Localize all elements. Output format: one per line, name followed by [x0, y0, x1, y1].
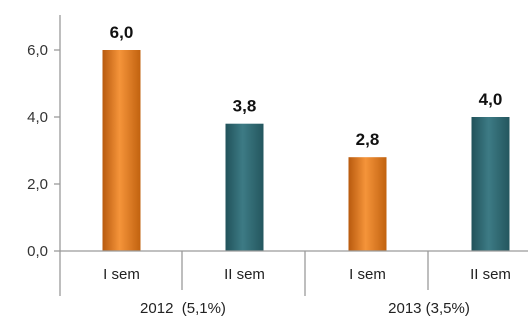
category-labels: I sem II sem I sem II sem — [103, 266, 511, 283]
bars — [102, 50, 510, 251]
data-label: 6,0 — [110, 23, 134, 42]
category-label: I sem — [349, 266, 386, 283]
data-labels: 6,0 3,8 2,8 4,0 — [110, 23, 503, 149]
y-tick-label: 2,0 — [27, 176, 48, 193]
y-axis: 0,0 2,0 4,0 6,0 — [27, 42, 60, 260]
group-labels: 2012 (5,1%) 2013 (3,5%) — [140, 300, 470, 317]
data-label: 3,8 — [233, 97, 257, 116]
category-label: II sem — [470, 266, 511, 283]
category-label: II sem — [224, 266, 265, 283]
category-label: I sem — [103, 266, 140, 283]
y-tick-label: 0,0 — [27, 243, 48, 260]
data-label: 2,8 — [356, 130, 380, 149]
bar — [225, 123, 264, 251]
bar — [102, 50, 141, 251]
y-tick-label: 6,0 — [27, 42, 48, 59]
bar — [348, 157, 387, 251]
bar — [471, 117, 510, 251]
group-label: 2012 (5,1%) — [140, 300, 226, 317]
data-label: 4,0 — [479, 90, 503, 109]
group-label: 2013 (3,5%) — [388, 300, 470, 317]
y-tick-label: 4,0 — [27, 109, 48, 126]
